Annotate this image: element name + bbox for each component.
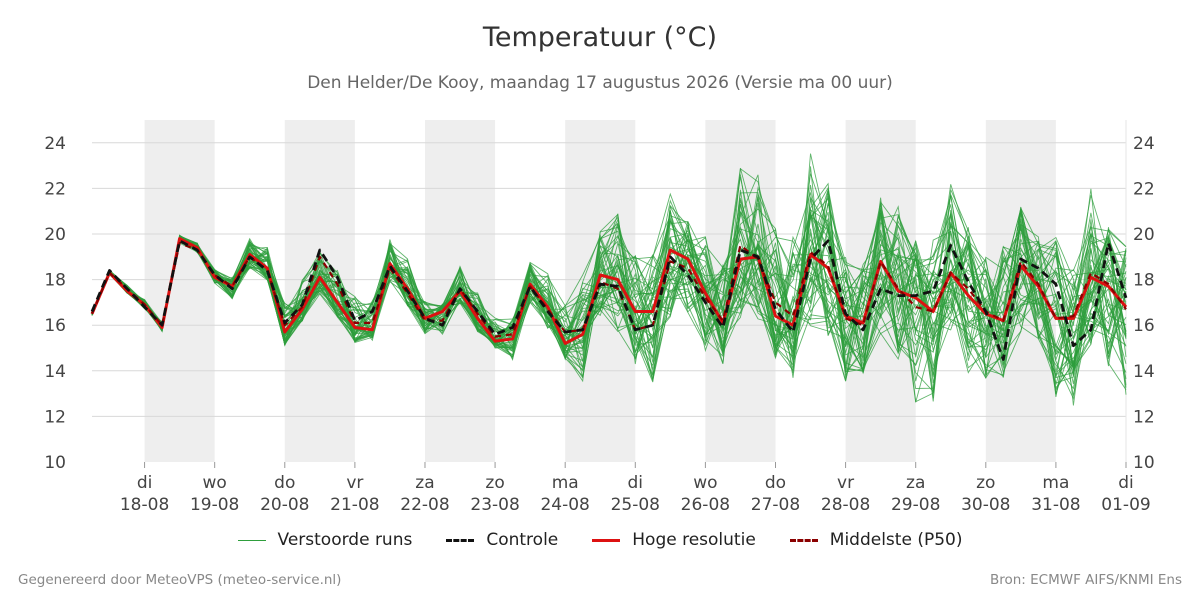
x-tick-date: 24-08: [540, 495, 589, 515]
legend-item-hoge-resolutie: Hoge resolutie: [592, 530, 756, 550]
y-tick-label: 16: [44, 316, 66, 336]
y-tick-label: 22: [44, 179, 66, 199]
y-tick-label: 12: [44, 407, 66, 427]
footer-source: Bron: ECMWF AIFS/KNMI Ens: [989, 572, 1182, 588]
x-tick-date: 22-08: [400, 495, 449, 515]
x-tick-day: di: [137, 473, 153, 493]
ensemble-run-line: [91, 153, 1127, 373]
ensemble-run-line: [91, 212, 1127, 360]
legend-label: Hoge resolutie: [632, 530, 756, 550]
x-tick-day: do: [274, 473, 295, 493]
x-tick-date: 01-09: [1101, 495, 1150, 515]
legend-label: Verstoorde runs: [277, 530, 413, 550]
x-tick-day: za: [906, 473, 925, 493]
ensemble-run-line: [91, 215, 1127, 366]
legend-swatch: [446, 538, 475, 542]
x-tick-date: 29-08: [891, 495, 940, 515]
x-tick-date: 26-08: [681, 495, 730, 515]
x-tick-date: 28-08: [821, 495, 870, 515]
y-tick-label: 20: [44, 225, 66, 245]
x-tick-day: vr: [346, 473, 363, 493]
y-tick-label: 22: [1133, 179, 1155, 199]
x-tick-day: zo: [976, 473, 995, 493]
y-tick-label: 18: [44, 271, 66, 291]
y-tick-label: 20: [1133, 225, 1155, 245]
ensemble-run-line: [91, 193, 1127, 390]
weekday-band: [144, 120, 215, 462]
y-axis-left: 10 12 14 16 18 20 22 24: [44, 134, 66, 473]
x-tick-date: 20-08: [260, 495, 309, 515]
controle-line: [90, 239, 1128, 361]
x-tick-date: 27-08: [751, 495, 800, 515]
ensemble-run-line: [91, 202, 1127, 378]
main-series-lines: [90, 237, 1128, 361]
legend-swatch: [592, 538, 621, 542]
hoge-resolutie-line: [90, 237, 1128, 345]
x-tick-day: wo: [203, 473, 227, 493]
x-tick-date: 31-08: [1031, 495, 1080, 515]
y-tick-label: 12: [1133, 407, 1155, 427]
x-tick-date: 25-08: [611, 495, 660, 515]
y-tick-label: 24: [1133, 134, 1155, 154]
x-tick-day: vr: [837, 473, 854, 493]
y-tick-label: 10: [44, 453, 66, 473]
x-tick-day: ma: [552, 473, 579, 493]
x-tick-date: 21-08: [330, 495, 379, 515]
x-tick-date: 30-08: [961, 495, 1010, 515]
y-tick-label: 14: [44, 362, 66, 382]
weekday-bands: [144, 120, 1056, 462]
x-tick-day: ma: [1042, 473, 1069, 493]
x-tick-day: do: [765, 473, 786, 493]
legend-item-p50: Middelste (P50): [789, 530, 963, 550]
y-axis-right: 10 12 14 16 18 20 22 24: [1133, 134, 1155, 473]
x-tick-day: wo: [693, 473, 717, 493]
y-tick-label: 16: [1133, 316, 1155, 336]
chart-title: Temperatuur (°C): [482, 22, 718, 53]
ensemble-run-line: [91, 192, 1127, 371]
ensemble-lines: [91, 153, 1127, 406]
x-tick-day: di: [1118, 473, 1134, 493]
x-tick-date: 18-08: [120, 495, 169, 515]
ensemble-run-line: [91, 203, 1127, 367]
x-axis: di18-08wo19-08do20-08vr21-08za22-08zo23-…: [120, 462, 1151, 515]
legend-item-ensemble: Verstoorde runs: [237, 530, 413, 550]
x-tick-day: zo: [485, 473, 504, 493]
y-tick-label: 18: [1133, 271, 1155, 291]
x-tick-day: za: [415, 473, 434, 493]
x-tick-date: 23-08: [470, 495, 519, 515]
legend-swatch: [789, 538, 818, 542]
legend-label: Controle: [486, 530, 559, 550]
footer-generator: Gegenereerd door MeteoVPS (meteo-service…: [18, 572, 342, 588]
y-tick-label: 24: [44, 134, 66, 154]
ensemble-run-line: [91, 193, 1127, 391]
x-tick-day: di: [628, 473, 644, 493]
legend-swatch: [237, 539, 266, 541]
y-tick-label: 10: [1133, 453, 1155, 473]
chart-subtitle: Den Helder/De Kooy, maandag 17 augustus …: [307, 73, 893, 93]
legend: Verstoorde runs Controle Hoge resolutie Mid…: [0, 530, 1200, 550]
legend-item-controle: Controle: [446, 530, 558, 550]
y-tick-label: 14: [1133, 362, 1155, 382]
x-tick-date: 19-08: [190, 495, 239, 515]
legend-label: Middelste (P50): [829, 530, 963, 550]
